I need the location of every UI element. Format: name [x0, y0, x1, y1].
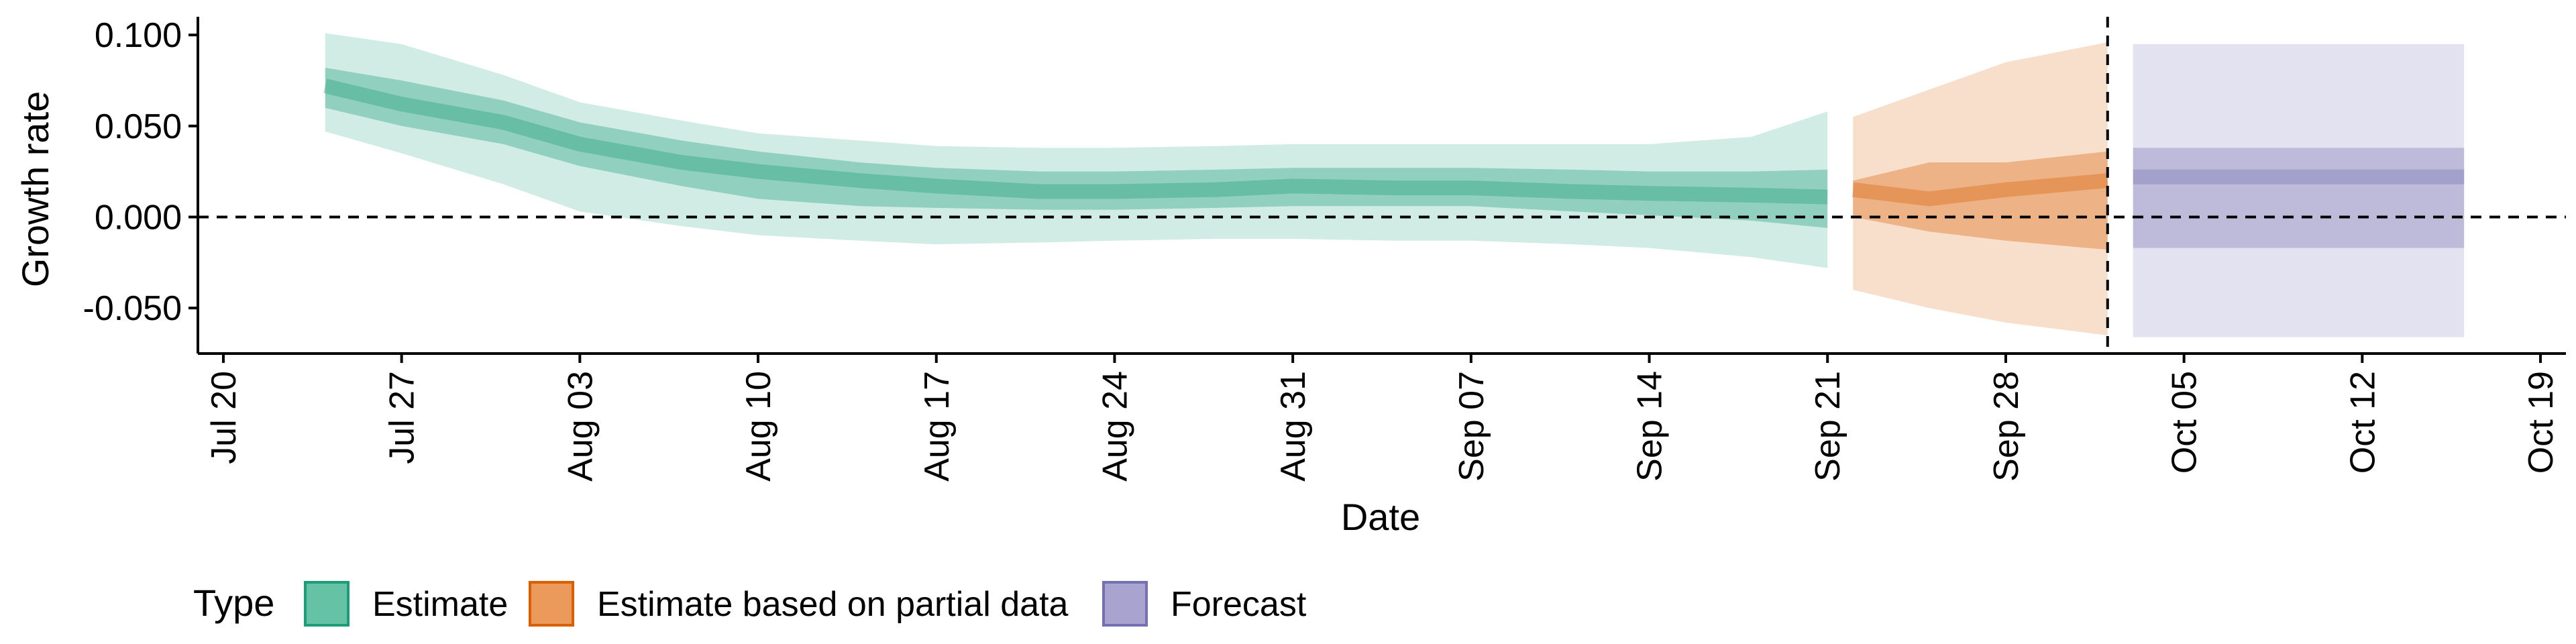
- estimate-based-on-partial-data-band-50: [1853, 151, 2108, 250]
- x-axis-title: Date: [1341, 496, 1420, 538]
- legend: Type Estimate Estimate based on partial d…: [193, 581, 1307, 627]
- x-tick-label: Jul 20: [205, 371, 244, 464]
- x-tick-label: Sep 28: [1987, 371, 2026, 482]
- legend-title: Type: [193, 582, 274, 624]
- x-tick-label: Oct 05: [2165, 371, 2204, 474]
- x-tick-label: Aug 24: [1095, 371, 1134, 482]
- forecast-band-50: [2133, 148, 2465, 248]
- legend-swatch: [1102, 581, 1148, 627]
- estimate-median-line: [323, 78, 1828, 205]
- x-tick-label: Aug 31: [1274, 371, 1313, 482]
- legend-swatch: [529, 581, 574, 627]
- legend-entry-label: Forecast: [1171, 585, 1307, 624]
- x-tick-label: Jul 27: [383, 371, 422, 464]
- x-tick-label: Sep 07: [1452, 371, 1491, 482]
- forecast-band-90: [2133, 44, 2465, 337]
- y-tick-label: 0.000: [95, 198, 182, 237]
- y-tick-label: -0.050: [83, 289, 182, 328]
- x-tick-label: Oct 12: [2343, 371, 2382, 474]
- x-tick-label: Aug 17: [918, 371, 957, 482]
- legend-entry-label: Estimate: [372, 585, 508, 624]
- estimate-band-50: [325, 68, 1828, 228]
- plot-area: [198, 17, 2566, 354]
- x-tick-label: Aug 10: [739, 371, 778, 482]
- estimate-based-on-partial-data-band-90: [1853, 42, 2108, 335]
- legend-entry-label: Estimate based on partial data: [597, 585, 1069, 624]
- legend-swatch: [304, 581, 350, 627]
- x-tick-label: Aug 03: [561, 371, 600, 482]
- x-tick-label: Sep 21: [1809, 371, 1847, 482]
- x-tick-label: Sep 14: [1631, 371, 1670, 482]
- x-tick-label: Oct 19: [2522, 371, 2561, 474]
- estimate-band-90: [325, 33, 1828, 268]
- y-tick-label: 0.100: [95, 16, 182, 55]
- y-axis-title: Growth rate: [14, 91, 56, 288]
- axes: 0.100 0.050 0.000 -0.050 Jul 20 Jul 27 Aug 03 A…: [83, 16, 2566, 482]
- estimate-based-on-partial-data-median-line: [1851, 173, 2108, 207]
- y-tick-label: 0.050: [95, 107, 182, 146]
